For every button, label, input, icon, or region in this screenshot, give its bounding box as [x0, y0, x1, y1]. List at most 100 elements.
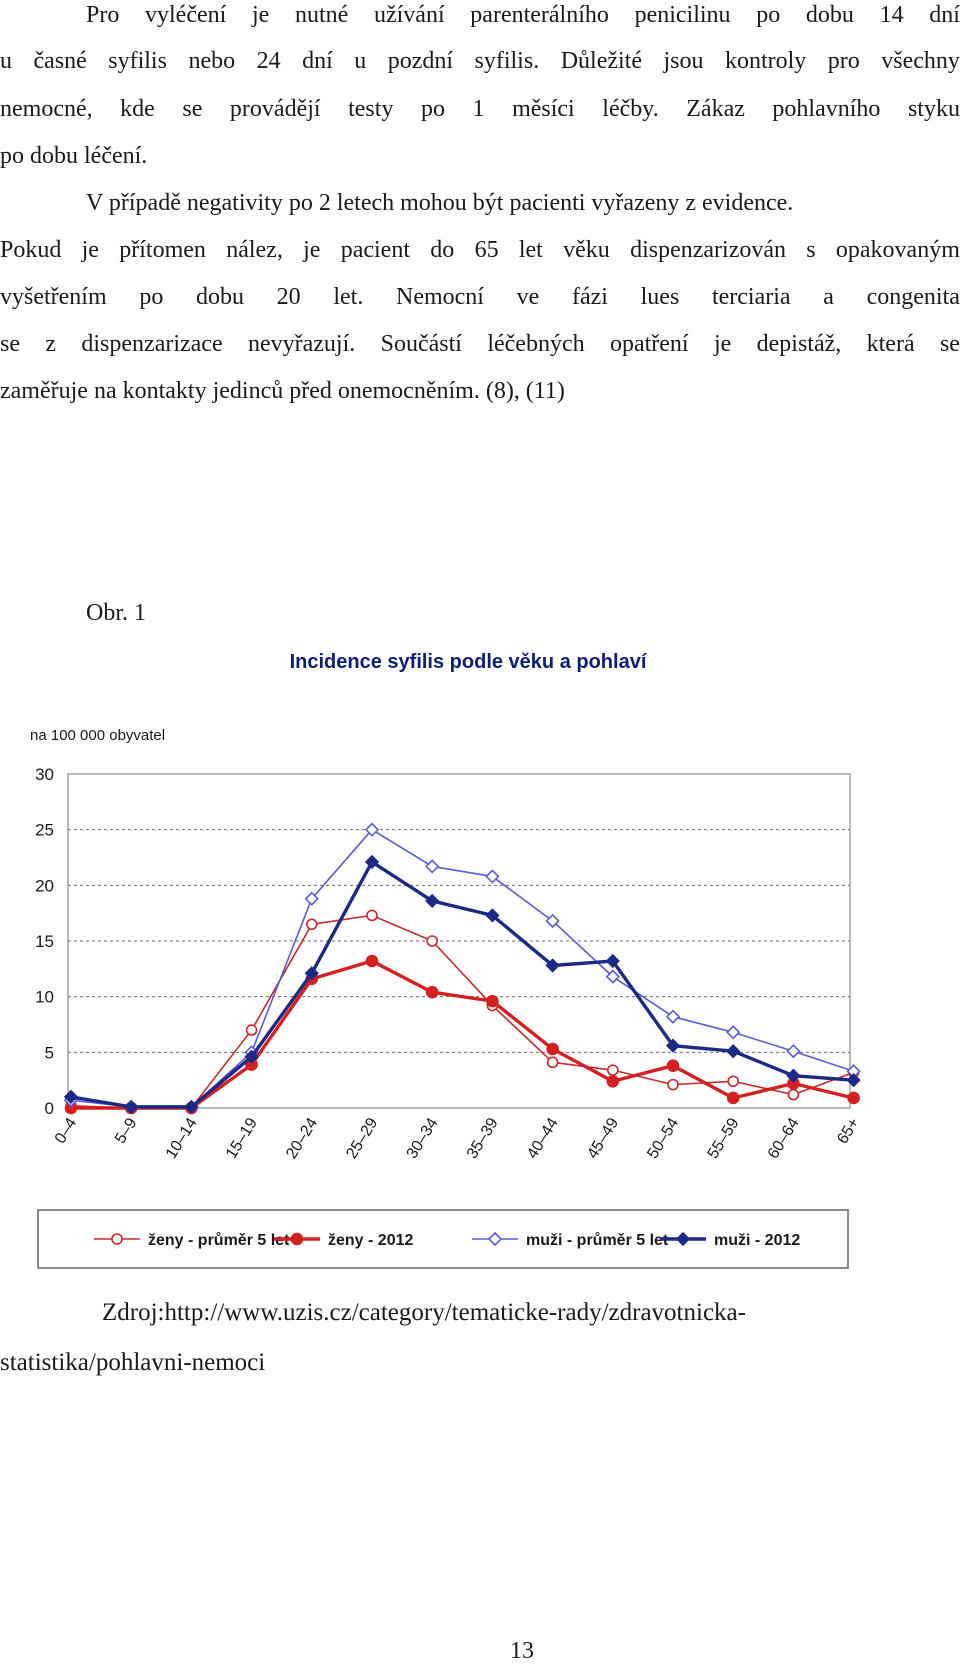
legend-marker [111, 1233, 123, 1245]
word: u [0, 48, 12, 74]
word: parenterálního [470, 2, 609, 28]
legend-label: ženy - 2012 [328, 1232, 413, 1249]
data-point [245, 1024, 258, 1036]
data-point [305, 918, 318, 931]
paragraph2-line5: zaměřuje na kontakty jedinců před onemoc… [0, 378, 565, 404]
word: je [81, 237, 99, 263]
word: se [182, 96, 203, 122]
data-point [665, 1009, 681, 1024]
word: terciaria [711, 284, 791, 310]
word: opatření [609, 331, 689, 357]
word: Nemocní [396, 284, 484, 310]
word: ve [516, 284, 540, 310]
paragraph1-line3: nemocné, kde se provádějí testy po 1 měsíci léčb… [0, 94, 960, 124]
word: 20 [276, 284, 301, 310]
word: Zákaz [686, 96, 745, 122]
data-point [727, 1075, 740, 1088]
word: pacient [340, 237, 410, 263]
word: po [420, 96, 445, 122]
legend-box [37, 1209, 849, 1269]
data-point [605, 969, 620, 984]
word: penicilinu [634, 2, 731, 28]
data-point [786, 1044, 801, 1059]
word: dní [302, 48, 333, 74]
word: pro [827, 48, 860, 74]
source-line2: statistika/pohlavni-nemoci [0, 1349, 266, 1376]
word: opakovaným [835, 237, 960, 263]
y-tick-label: 0 [45, 1099, 54, 1118]
data-point [425, 985, 439, 999]
word: pohlavního [772, 96, 881, 122]
data-point [546, 1056, 559, 1069]
word: nevyřazují. [247, 331, 356, 357]
word: vyléčení [145, 2, 227, 28]
data-point [787, 1088, 800, 1101]
word: s [806, 237, 816, 263]
source-line1: Zdroj:http://www.uzis.cz/category/temati… [102, 1299, 746, 1326]
word: kde [120, 96, 155, 122]
y-tick-label: 5 [45, 1043, 54, 1062]
data-point [304, 891, 319, 906]
word: 14 [879, 2, 904, 28]
data-point [63, 1089, 79, 1104]
figure-caption: Obr. 1 [86, 600, 146, 626]
word: dní [929, 2, 960, 28]
paragraph2-line2: Pokud je přítomen nález, je pacient do 65 let věk… [0, 235, 960, 265]
word: nutné [294, 2, 349, 28]
paragraph1-line1: Pro vyléčení je nutné užívání parenterálního p… [0, 0, 960, 30]
word: dobu [805, 2, 854, 28]
incidence-chart: Incidence syfilis podle věku a pohlaví na… [24, 648, 960, 1276]
x-tick-label: 0–4 [52, 1115, 81, 1147]
x-tick-label: 20–24 [283, 1115, 321, 1162]
paragraph1-line4: po dobu léčení. [0, 143, 148, 169]
data-point [726, 1044, 741, 1059]
x-tick-label: 25–29 [343, 1115, 381, 1162]
data-point [726, 1025, 741, 1040]
data-point [846, 1073, 861, 1088]
word: fázi [571, 284, 608, 310]
chart-svg: Incidence syfilis podle věku a pohlaví na… [30, 651, 863, 1269]
x-tick-label: 50–54 [644, 1115, 682, 1162]
data-point [425, 859, 440, 874]
data-point [184, 1099, 199, 1115]
word: Součástí [380, 331, 462, 357]
data-point [606, 1074, 620, 1088]
data-point [667, 1078, 679, 1091]
word: 1 [472, 96, 485, 122]
word: se [939, 331, 960, 357]
x-tick-label: 30–34 [404, 1115, 442, 1162]
data-point [365, 954, 379, 968]
data-point [425, 893, 440, 909]
data-point [665, 1038, 681, 1053]
word: congenita [866, 284, 960, 310]
word: nemocné, [0, 96, 93, 122]
word: syfilis [108, 48, 167, 74]
data-point [546, 1042, 559, 1056]
paragraph2-line1: V případě negativity po 2 letech mohou b… [86, 190, 794, 216]
word: depistáž, [756, 331, 842, 357]
word: se [0, 331, 20, 357]
word: je [251, 2, 270, 28]
word: jsou [663, 48, 704, 74]
word: Pokud [0, 237, 62, 263]
y-axis-label: na 100 000 obyvatel [30, 727, 165, 744]
word: dispenzarizován [630, 237, 786, 263]
y-tick-label: 30 [35, 765, 54, 784]
word: styku [907, 96, 960, 122]
x-tick-label: 10–14 [163, 1115, 201, 1162]
y-tick-label: 25 [35, 821, 54, 840]
series-line [70, 914, 854, 1109]
word: let [518, 237, 543, 263]
word: po [756, 2, 781, 28]
word: přítomen [119, 237, 206, 263]
word: lues [640, 284, 680, 310]
word: a [823, 284, 834, 310]
data-point [726, 1091, 740, 1105]
word: užívání [373, 2, 445, 28]
paragraph2-line3: vyšetřením po dobu 20 let. Nemocní ve fázi lues t… [0, 282, 960, 312]
word: testy [348, 96, 394, 122]
word: věku [563, 237, 610, 263]
word: do [430, 237, 455, 263]
x-tick-label: 65+ [834, 1115, 863, 1147]
word: nález, [226, 237, 283, 263]
